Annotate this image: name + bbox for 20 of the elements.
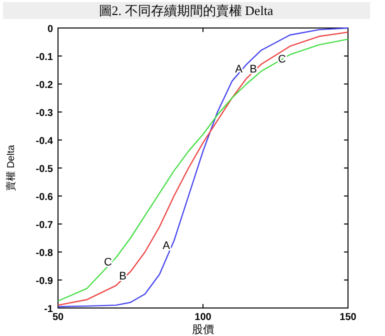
y-axis-title: 賣權 Delta — [5, 144, 17, 192]
y-tick-label: -0.7 — [36, 220, 54, 231]
y-tick-label: -0.2 — [36, 80, 54, 91]
y-tick-label: -0.4 — [36, 136, 54, 147]
y-tick-label: -0.9 — [36, 276, 54, 287]
y-tick-label: -0.1 — [36, 52, 54, 63]
y-tick-label: -1 — [44, 304, 54, 315]
chart-title: 圖2. 不同存續期間的賣權 Delta — [98, 3, 274, 18]
x-tick-label: 50 — [52, 312, 64, 323]
annotation: A — [235, 63, 244, 76]
x-tick-label: 100 — [194, 312, 212, 323]
x-tick-label: 150 — [340, 312, 357, 323]
annotation: A — [162, 240, 171, 252]
y-tick-label: -0.6 — [36, 192, 54, 203]
y-tick-label: -0.8 — [36, 248, 54, 259]
y-tick-label: -0.5 — [36, 164, 54, 175]
y-tick-label: -0.3 — [36, 108, 54, 119]
x-axis-title: 股價 — [192, 324, 214, 336]
annotation: C — [104, 256, 112, 269]
y-tick-label: 0 — [47, 24, 54, 35]
